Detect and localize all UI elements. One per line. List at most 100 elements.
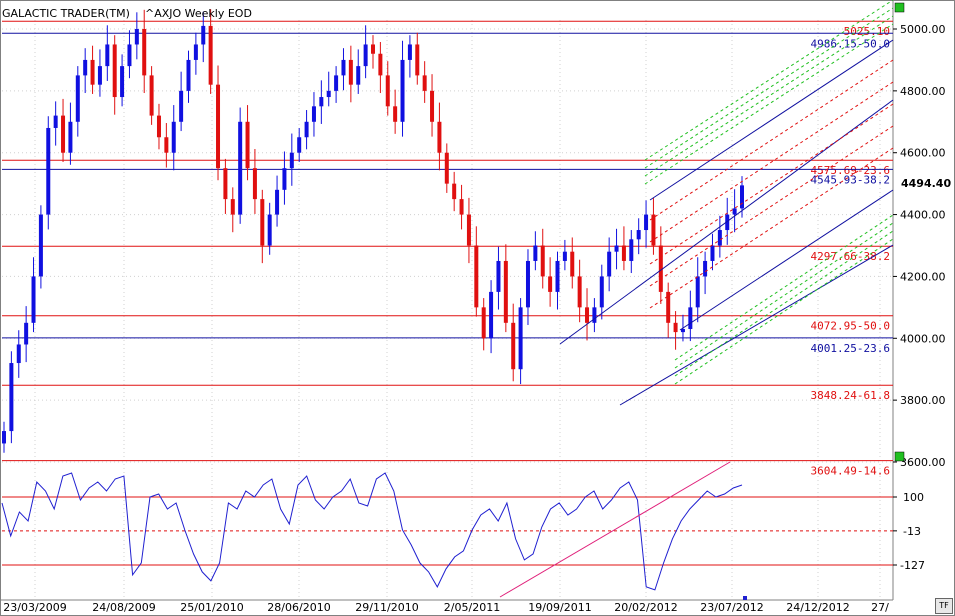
candle-body: [533, 245, 538, 261]
x-tick-label: 23/07/2012: [700, 601, 763, 614]
candle-body: [201, 25, 206, 45]
candle-body: [245, 121, 250, 169]
oscillator-line: [1, 472, 743, 591]
osc-y-tick-label: 100: [903, 491, 924, 504]
channel-green-dashed: [644, 0, 894, 161]
candle-body: [164, 137, 169, 153]
candle-body: [311, 106, 316, 122]
channel-red-dashed: [649, 103, 894, 265]
channel-red-dashed: [649, 59, 894, 221]
candle-body: [474, 245, 479, 308]
fib-level-label: 5025.10: [844, 25, 890, 38]
x-tick-label: 19/09/2011: [528, 601, 591, 614]
candle-body: [444, 152, 449, 184]
channel-green-dashed: [644, 15, 894, 177]
fib-level-label: 4001.25-23.6: [811, 342, 890, 355]
candle-body: [525, 260, 530, 308]
candle-body: [75, 75, 80, 122]
candle-body: [260, 199, 265, 246]
channel-green-dashed: [674, 222, 894, 369]
window-title: GALACTIC TRADER(TM) ^AXJO Weekly EOD: [2, 2, 252, 21]
candle-body: [407, 44, 412, 60]
candle-body: [570, 251, 575, 277]
candle-body: [437, 121, 442, 153]
candle-body: [717, 230, 722, 246]
candle-body: [740, 185, 744, 209]
y-tick-label: 3600.00: [900, 456, 946, 469]
fib-level-label: 4545.93-38.2: [811, 173, 890, 186]
candle-body: [216, 84, 221, 169]
candle-body: [31, 276, 36, 323]
y-tick-label: 4200.00: [900, 270, 946, 283]
candle-body: [385, 75, 390, 107]
channel-line: [649, 39, 894, 201]
candle-body: [156, 115, 161, 138]
channel-green-dashed: [644, 23, 894, 185]
symbol-title: ^AXJO Weekly EOD: [144, 7, 252, 20]
fib-level-label: 4986.15-50.0: [811, 37, 890, 50]
channel-line: [619, 244, 894, 406]
candle-body: [415, 44, 420, 76]
x-tick-label: 24/08/2009: [92, 601, 155, 614]
candle-body: [703, 260, 708, 277]
candle-body: [673, 322, 678, 333]
candle-body: [304, 121, 309, 138]
y-tick-label: 4000.00: [900, 332, 946, 345]
marker-bottom[interactable]: [894, 451, 905, 462]
tf-button[interactable]: TF: [935, 598, 953, 614]
candle-body: [252, 168, 257, 200]
x-tick-label: 20/02/2012: [614, 601, 677, 614]
candle-body: [267, 214, 272, 246]
candle-body: [452, 183, 457, 200]
x-tick-label: 23/03/2009: [3, 601, 66, 614]
fib-level-label: 4297.66-38.2: [811, 250, 890, 263]
fib-level-label: 4575.69-23.6: [811, 164, 890, 177]
candle-body: [90, 59, 95, 85]
candle-body: [666, 291, 671, 323]
candle-body: [658, 245, 663, 292]
current-price-label: 4494.40: [901, 177, 952, 190]
candle-body: [562, 251, 567, 261]
candle-body: [400, 59, 405, 122]
candle-body: [548, 276, 553, 292]
tf-button-label: TF: [939, 601, 949, 610]
candle-body: [599, 276, 604, 308]
candle-body: [430, 90, 435, 122]
candle-body: [614, 245, 619, 252]
fib-level-label: 3848.24-61.8: [811, 389, 890, 402]
candle-body: [127, 44, 132, 67]
osc-y-tick-label: -13: [903, 525, 921, 538]
candle-body: [710, 245, 715, 261]
channel-green-dashed: [674, 214, 894, 361]
channel-green-dashed: [674, 230, 894, 377]
candle-body: [732, 208, 737, 215]
candle-body: [2, 431, 6, 444]
candle-body: [378, 53, 383, 76]
candle-body: [112, 44, 117, 98]
marker-top[interactable]: [894, 2, 905, 13]
candle-body: [9, 363, 14, 432]
x-tick-label: 28/06/2010: [267, 601, 330, 614]
y-tick-label: 4800.00: [900, 85, 946, 98]
candle-body: [223, 168, 228, 200]
candle-body: [289, 152, 294, 169]
candle-body: [466, 214, 471, 246]
candle-body: [371, 44, 375, 54]
candle-body: [149, 75, 154, 116]
x-tick-label: 29/11/2010: [355, 601, 418, 614]
candle-body: [282, 168, 287, 190]
candle-body: [186, 59, 191, 91]
candle-body: [348, 59, 353, 85]
fib-level-label: 4072.95-50.0: [811, 320, 890, 333]
candle-body: [16, 344, 21, 364]
candle-body: [120, 66, 125, 98]
app-title: GALACTIC TRADER(TM): [2, 7, 130, 20]
candle-body: [629, 239, 634, 261]
candle-body: [356, 66, 361, 85]
candle-body: [621, 245, 626, 261]
candle-body: [644, 214, 649, 231]
candle-body: [555, 260, 560, 292]
candle-body: [105, 44, 110, 67]
